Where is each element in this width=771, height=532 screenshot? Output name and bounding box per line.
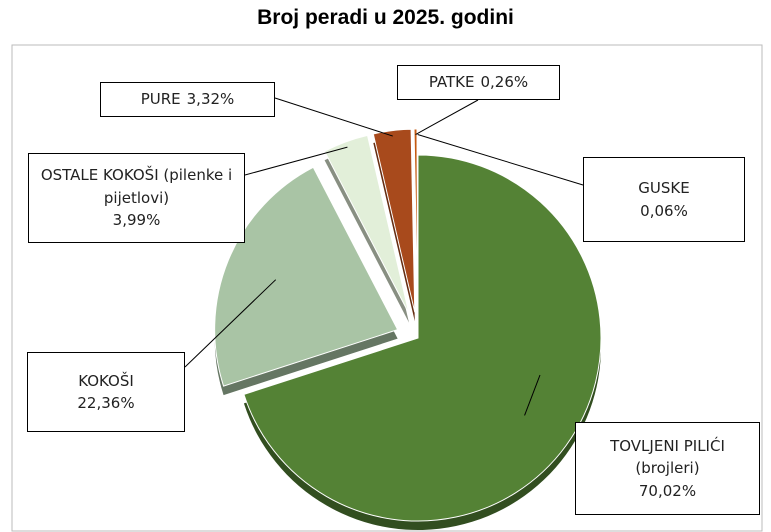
value-label: 70,02% bbox=[638, 481, 697, 500]
category-label: OSTALE KOKOŠI (pilenke i pijetlovi) bbox=[40, 166, 233, 207]
value-label: 0,06% bbox=[640, 201, 688, 220]
category-label: PURE bbox=[140, 90, 181, 109]
chart-title: Broj peradi u 2025. godini bbox=[257, 6, 514, 29]
category-label: KOKOŠI bbox=[78, 371, 134, 390]
slice bbox=[323, 134, 410, 314]
leader-line bbox=[524, 374, 541, 416]
leader-line bbox=[244, 146, 348, 176]
slice bbox=[214, 166, 399, 387]
leader-line bbox=[184, 279, 277, 368]
leader-line bbox=[274, 97, 393, 137]
slice bbox=[372, 128, 416, 313]
slice bbox=[416, 128, 419, 313]
data-label: PATKE 0,26% bbox=[397, 65, 560, 100]
category-label: PATKE bbox=[428, 73, 475, 92]
value-label: 22,36% bbox=[77, 394, 135, 412]
data-label: KOKOŠI 22,36% bbox=[27, 352, 185, 432]
data-label: GUSKE 0,06% bbox=[583, 157, 745, 242]
value-label: 0,26% bbox=[480, 73, 529, 92]
value-label: 3,32% bbox=[186, 90, 235, 109]
leader-line bbox=[415, 99, 479, 135]
category-label: GUSKE bbox=[638, 179, 690, 197]
data-label: PURE 3,32% bbox=[100, 82, 275, 117]
data-label: TOVLJENI PILIĆI (brojleri) 70,02% bbox=[575, 422, 760, 515]
category-label: TOVLJENI PILIĆI (brojleri) bbox=[610, 436, 725, 478]
slice bbox=[243, 154, 602, 522]
leader-line bbox=[417, 134, 584, 186]
value-label: 3,99% bbox=[112, 211, 161, 230]
data-label: OSTALE KOKOŠI (pilenke i pijetlovi) 3,99% bbox=[28, 153, 245, 243]
